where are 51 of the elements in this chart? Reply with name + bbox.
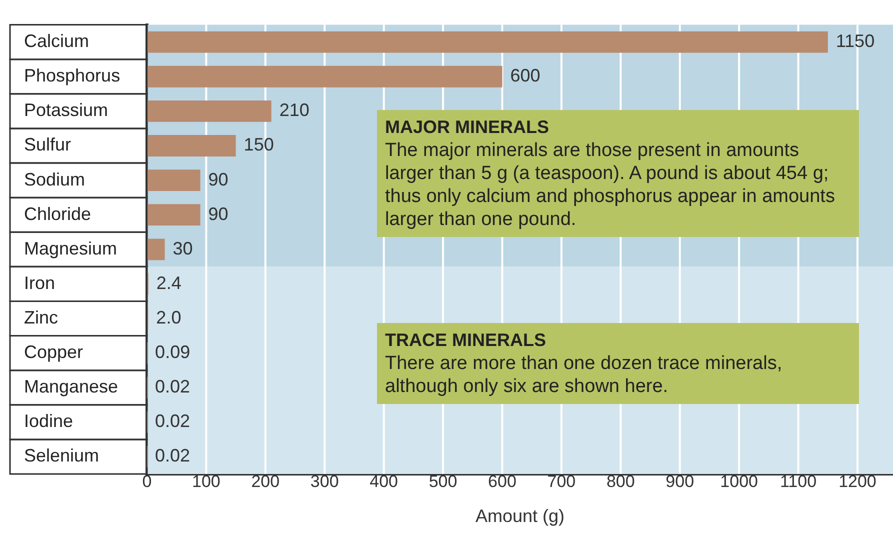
data-label: 90 (208, 204, 228, 224)
x-tick-label: 400 (370, 472, 398, 491)
bar (148, 66, 502, 88)
y-tick-label: Zinc (24, 307, 58, 328)
data-label: 0.02 (155, 376, 190, 397)
y-tick-label: Manganese (24, 376, 118, 397)
x-tick-label: 800 (606, 472, 635, 491)
y-tick-label: Phosphorus (24, 66, 120, 86)
y-tick-label: Copper (24, 342, 84, 362)
y-tick-label: Sulfur (24, 134, 72, 155)
data-label: 150 (244, 134, 274, 155)
data-label: 0.02 (155, 411, 190, 432)
data-label: 30 (172, 238, 193, 258)
x-tick-label: 500 (428, 472, 458, 491)
data-label: 1150 (836, 31, 875, 52)
callout-box: TRACE MINERALS There are more than one dozen trace minerals, although only six are shown here. (377, 323, 859, 404)
x-tick-label: 0 (142, 472, 152, 491)
y-tick-label: Chloride (24, 204, 92, 224)
data-label: 0.09 (155, 342, 190, 362)
callout-box: MAJOR MINERALS The major minerals are those present in amounts larger than 5 g (a teaspoon). A pound is about 454 g; thus only calcium and phosphorus appear in amounts larger than one pound. (377, 110, 859, 237)
data-label: 0.02 (155, 446, 190, 466)
data-label: 210 (279, 100, 310, 120)
data-label: 2.4 (156, 272, 182, 293)
y-tick-label: Sodium (24, 169, 86, 190)
y-tick-label: Iodine (24, 411, 74, 432)
y-tick-label: Selenium (24, 446, 100, 466)
bar (148, 100, 272, 122)
y-tick-label: Calcium (24, 31, 90, 52)
x-tick-label: 1100 (780, 472, 817, 491)
x-tick-label: 200 (251, 472, 280, 491)
data-label: 90 (208, 169, 228, 190)
x-tick-label: 600 (488, 472, 516, 491)
y-tick-label: Potassium (24, 100, 108, 120)
x-tick-label: 900 (666, 472, 694, 491)
x-tick-label: 700 (547, 472, 576, 491)
y-tick-label: Magnesium (24, 238, 118, 258)
bar (148, 238, 165, 260)
band-label: MAJOR MINERALS (385, 116, 550, 139)
bar (148, 31, 828, 53)
bar (148, 204, 200, 226)
y-tick-label: Iron (24, 272, 56, 293)
data-label: 2.0 (156, 307, 182, 328)
band-label: TRACE MINERALS (385, 329, 547, 352)
x-tick-label: 300 (310, 472, 339, 491)
bar (148, 135, 236, 156)
bar (148, 170, 200, 192)
x-tick-label: 100 (192, 472, 220, 491)
x-tick-label: 1200 (838, 472, 876, 491)
x-axis-title: Amount (g) (475, 506, 565, 526)
data-label: 600 (510, 66, 540, 86)
x-tick-label: 1000 (720, 472, 758, 491)
